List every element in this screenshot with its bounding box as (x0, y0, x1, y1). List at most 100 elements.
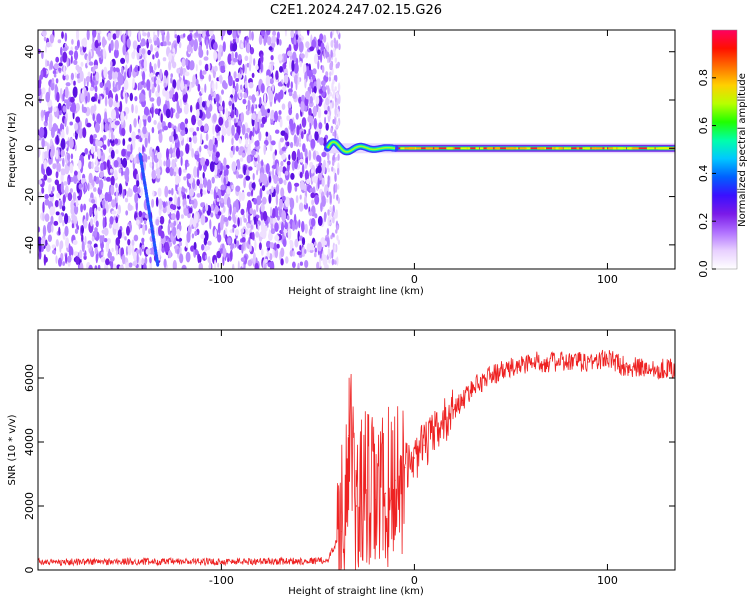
spectrogram-noise-mark (196, 126, 200, 132)
spectrogram-noise-mark (327, 85, 330, 95)
spectrogram-noise-mark (273, 174, 278, 184)
spectrogram-noise-mark (245, 137, 249, 148)
spectrogram-noise-mark (90, 218, 94, 227)
snr-data-point (394, 479, 396, 481)
spectrogram-noise-mark (261, 224, 266, 233)
snr-data-point (568, 361, 570, 363)
spectrogram-noise-mark (114, 138, 119, 145)
spectrogram-noise-mark (76, 30, 80, 41)
spectrogram-noise-mark (145, 248, 151, 255)
spectrogram-noise-mark (239, 157, 244, 162)
spectrogram-noise-mark (102, 144, 107, 150)
spectrogram-noise-mark (235, 82, 239, 93)
spectrogram-noise-mark (247, 143, 251, 151)
spectrogram-noise-mark (214, 259, 217, 269)
spectrogram-noise-mark (254, 239, 257, 251)
spectrogram-noise-mark (281, 146, 287, 152)
spectrogram-noise-mark (74, 228, 78, 234)
spectrogram-noise-mark (269, 242, 275, 249)
spectrogram-noise-mark (327, 209, 330, 216)
spectrogram-noise-mark (328, 191, 332, 196)
spectrogram-noise-mark (118, 183, 123, 195)
spectrogram-noise-mark (45, 239, 48, 246)
carrier-highlight (405, 147, 412, 150)
spectrogram-noise-mark (183, 33, 186, 38)
spectrogram-noise-mark (268, 175, 272, 183)
spectrogram-noise-mark (175, 147, 181, 159)
spectrogram-noise-mark (205, 111, 211, 119)
spectrogram-noise-mark (206, 49, 209, 56)
spectrogram-noise-mark (173, 171, 177, 177)
spectrogram-noise-mark (329, 71, 332, 77)
spectrogram-noise-mark (316, 165, 322, 174)
spectrogram-noise-mark (108, 89, 113, 100)
spectrogram-noise-mark (131, 51, 135, 59)
spectrogram-noise-mark (52, 70, 57, 75)
spectrogram-noise-mark (85, 212, 89, 222)
spectrogram-noise-mark (304, 162, 308, 169)
spectrogram-noise-mark (38, 249, 42, 260)
spectrogram-noise-mark (261, 185, 266, 192)
spectrogram-noise-mark (128, 262, 133, 268)
spectrogram-noise-mark (138, 146, 141, 153)
spectrogram-noise-mark (74, 45, 79, 51)
spectrogram-noise-mark (122, 138, 126, 147)
carrier-highlight (414, 147, 422, 150)
spectrogram-y-tick-label: 0 (23, 145, 36, 152)
spectrogram-carrier (324, 138, 675, 156)
spectrogram-noise-mark (197, 166, 200, 179)
spectrogram-noise-mark (39, 126, 45, 139)
spectrogram-noise-mark (216, 101, 219, 108)
spectrogram-noise-mark (192, 131, 197, 137)
spectrogram-noise-mark (50, 215, 54, 225)
spectrogram-noise-mark (133, 234, 139, 242)
spectrogram-noise-mark (132, 77, 135, 89)
spectrogram-noise-mark (302, 143, 306, 153)
spectrogram-noise-mark (251, 182, 256, 189)
spectrogram-noise-mark (278, 39, 282, 46)
spectrogram-noise-mark (320, 202, 323, 213)
spectrogram-noise-mark (296, 251, 302, 256)
spectrogram-noise-mark (203, 177, 207, 188)
spectrogram-noise-mark (235, 109, 239, 118)
spectrogram-noise-mark (199, 95, 203, 103)
spectrogram-noise-mark (62, 51, 68, 63)
spectrogram-noise-mark (241, 191, 245, 201)
spectrogram-noise-mark (179, 121, 185, 131)
spectrogram-noise-mark (127, 204, 133, 211)
spectrogram-noise-mark (133, 118, 137, 128)
spectrogram-noise-mark (319, 33, 324, 41)
spectrogram-noise-mark (329, 92, 333, 97)
snr-y-tick-label: 4000 (23, 428, 36, 456)
spectrogram-noise-mark (283, 62, 287, 70)
snr-x-tick-label: -100 (209, 574, 234, 587)
spectrogram-noise-mark (257, 110, 262, 120)
spectrogram-noise-mark (240, 112, 244, 123)
spectrogram-noise-mark (65, 252, 68, 264)
spectrogram-noise-mark (337, 239, 341, 245)
spectrogram-noise-mark (63, 70, 67, 76)
spectrogram-noise-mark (189, 140, 193, 152)
spectrogram-noise-mark (101, 199, 106, 206)
spectrogram-noise-mark (71, 101, 77, 114)
spectrogram-noise-mark (65, 185, 69, 194)
carrier-highlight (400, 147, 405, 150)
spectrogram-noise-mark (194, 32, 199, 37)
spectrogram-noise-mark (245, 175, 251, 181)
spectrogram-noise-mark (186, 173, 191, 180)
spectrogram-noise-mark (58, 62, 63, 67)
spectrogram-noise-mark (243, 255, 248, 265)
spectrogram-noise-mark (335, 39, 339, 49)
spectrogram-noise-mark (232, 97, 235, 105)
spectrogram-noise-mark (61, 204, 66, 212)
spectrogram-noise-mark (200, 157, 206, 167)
spectrogram-noise-mark (321, 65, 325, 74)
spectrogram-noise-mark (287, 181, 292, 194)
spectrogram-noise-mark (100, 151, 104, 156)
spectrogram-noise-mark (243, 218, 247, 223)
spectrogram-noise-mark (295, 34, 298, 41)
spectrogram-noise-mark (276, 243, 280, 249)
spectrogram-noise-mark (299, 194, 302, 200)
snr-y-tick-label: 2000 (23, 492, 36, 520)
